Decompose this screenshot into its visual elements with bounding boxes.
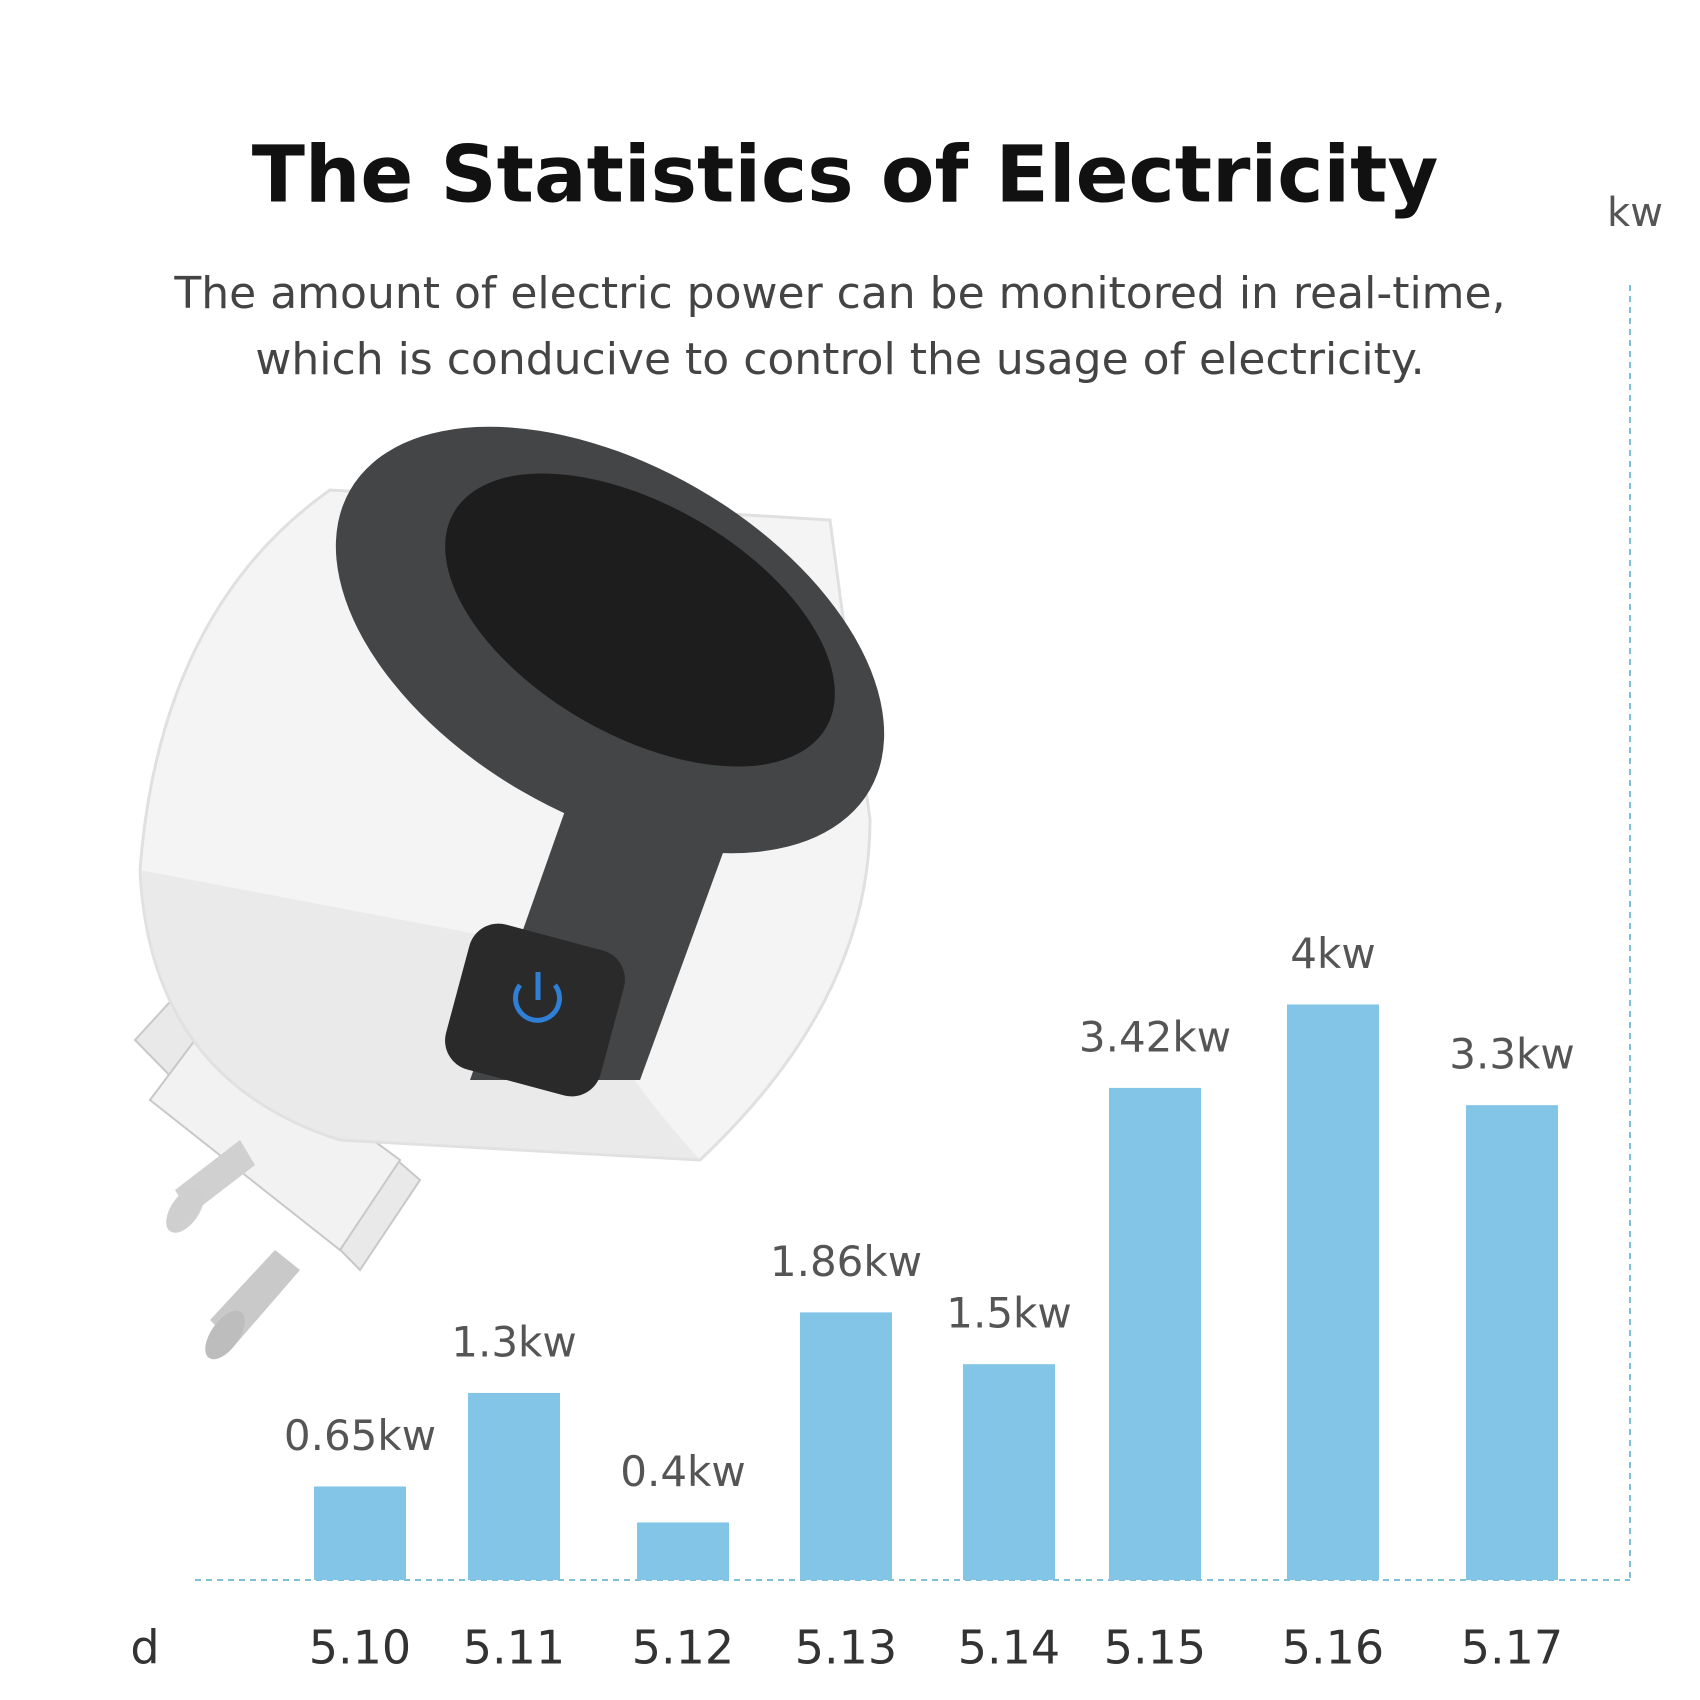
value-label: 0.65kw xyxy=(284,1411,436,1460)
x-tick-label: 5.11 xyxy=(463,1621,565,1675)
value-label: 3.3kw xyxy=(1449,1030,1574,1079)
bar xyxy=(1466,1105,1558,1580)
bar xyxy=(1109,1087,1201,1580)
x-tick-label: 5.13 xyxy=(795,1621,897,1675)
bar xyxy=(468,1392,560,1580)
bar xyxy=(963,1364,1055,1580)
chart-title: The Statistics of Electricity xyxy=(252,130,1439,220)
value-label: 3.42kw xyxy=(1079,1012,1231,1061)
value-label: 0.4kw xyxy=(620,1447,745,1496)
product-image xyxy=(133,426,885,1360)
x-tick-label: 5.14 xyxy=(958,1621,1060,1675)
value-label: 4kw xyxy=(1290,929,1375,978)
bar xyxy=(314,1486,406,1580)
bar xyxy=(637,1522,729,1580)
subtitle: The amount of electric power can be moni… xyxy=(173,268,1505,319)
value-label: 1.86kw xyxy=(770,1237,922,1286)
bar xyxy=(1287,1004,1379,1580)
x-axis-label: d xyxy=(130,1621,159,1675)
value-label: 1.3kw xyxy=(451,1317,576,1366)
bar xyxy=(800,1312,892,1580)
subtitle: which is conducive to control the usage … xyxy=(255,334,1424,385)
x-tick-label: 5.15 xyxy=(1104,1621,1206,1675)
x-tick-label: 5.10 xyxy=(309,1621,411,1675)
x-tick-label: 5.16 xyxy=(1282,1621,1384,1675)
x-tick-label: 5.12 xyxy=(632,1621,734,1675)
y-axis-label: kw xyxy=(1607,190,1663,236)
x-tick-label: 5.17 xyxy=(1461,1621,1563,1675)
value-label: 1.5kw xyxy=(946,1289,1071,1338)
